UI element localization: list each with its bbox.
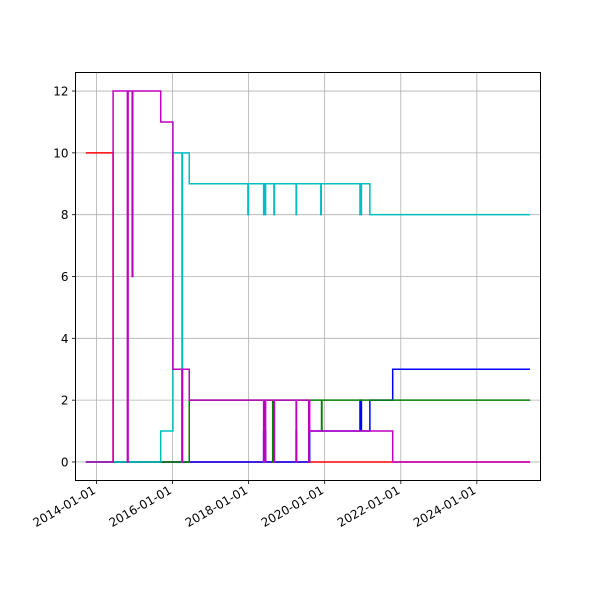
y-tick-label: 12 (53, 85, 68, 99)
y-tick-label: 0 (61, 455, 69, 469)
series-line-2 (85, 368, 531, 463)
series-line-3 (85, 399, 531, 463)
y-tick-label: 6 (61, 270, 69, 284)
x-tick-label: 2018-01-01 (183, 483, 250, 530)
series-lines (85, 90, 531, 463)
y-tick-label: 8 (61, 208, 69, 222)
plot-frame (75, 72, 541, 481)
y-tick-label: 10 (53, 146, 68, 160)
series-line-1 (85, 152, 531, 463)
y-tick-label: 4 (61, 332, 69, 346)
grid-lines (75, 72, 541, 481)
x-tick-label: 2014-01-01 (31, 483, 98, 530)
x-tick-label: 2024-01-01 (411, 483, 478, 530)
series-line-4 (85, 152, 531, 463)
y-tick-label: 2 (61, 394, 69, 408)
x-tick-label: 2022-01-01 (335, 483, 402, 530)
x-tick-label: 2016-01-01 (107, 483, 174, 530)
x-tick-label: 2020-01-01 (259, 483, 326, 530)
series-line-5 (85, 90, 531, 463)
